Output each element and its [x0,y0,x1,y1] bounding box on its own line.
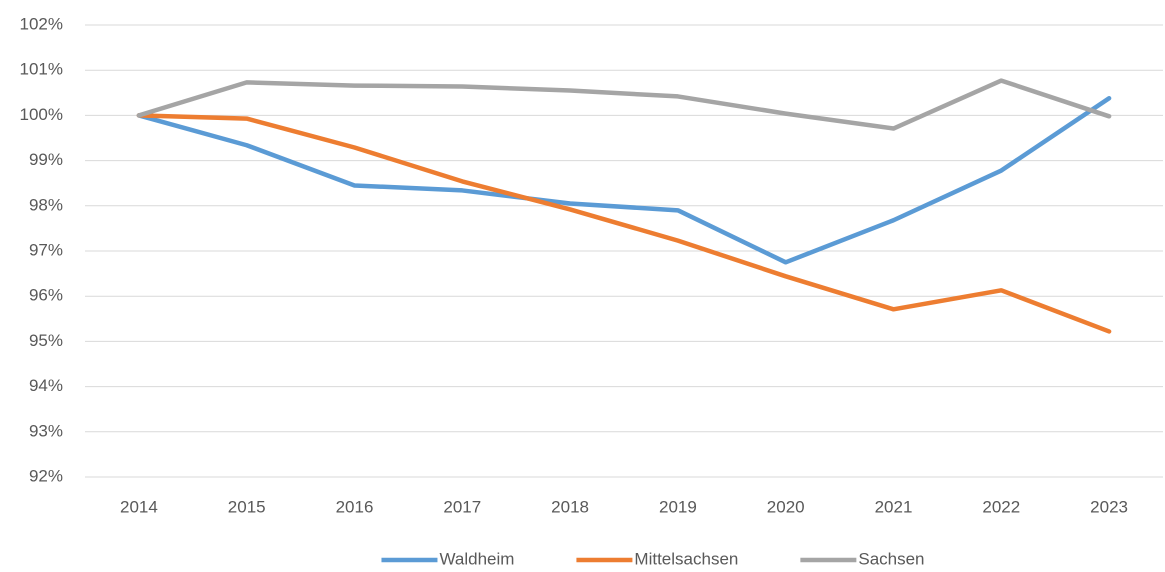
x-tick-label: 2021 [875,497,913,516]
x-tick-label: 2016 [336,497,374,516]
y-tick-label: 94% [29,376,63,395]
x-tick-label: 2015 [228,497,266,516]
legend-label: Mittelsachsen [634,549,738,568]
y-tick-label: 96% [29,286,63,305]
line-series [136,78,1112,131]
line-series [136,113,1112,334]
line-series [136,95,1112,265]
x-tick-label: 2020 [767,497,805,516]
x-tick-label: 2022 [982,497,1020,516]
legend-label: Sachsen [858,549,924,568]
y-tick-label: 98% [29,195,63,214]
y-tick-label: 93% [29,421,63,440]
x-tick-label: 2018 [551,497,589,516]
y-tick-label: 100% [20,105,63,124]
x-tick-label: 2023 [1090,497,1128,516]
y-tick-label: 99% [29,150,63,169]
legend-label: Waldheim [439,549,514,568]
y-tick-label: 102% [20,14,63,33]
x-tick-label: 2017 [443,497,481,516]
y-tick-label: 92% [29,466,63,485]
x-tick-label: 2019 [659,497,697,516]
y-tick-label: 101% [20,60,63,79]
y-tick-label: 95% [29,331,63,350]
y-tick-label: 97% [29,240,63,259]
x-tick-label: 2014 [120,497,158,516]
